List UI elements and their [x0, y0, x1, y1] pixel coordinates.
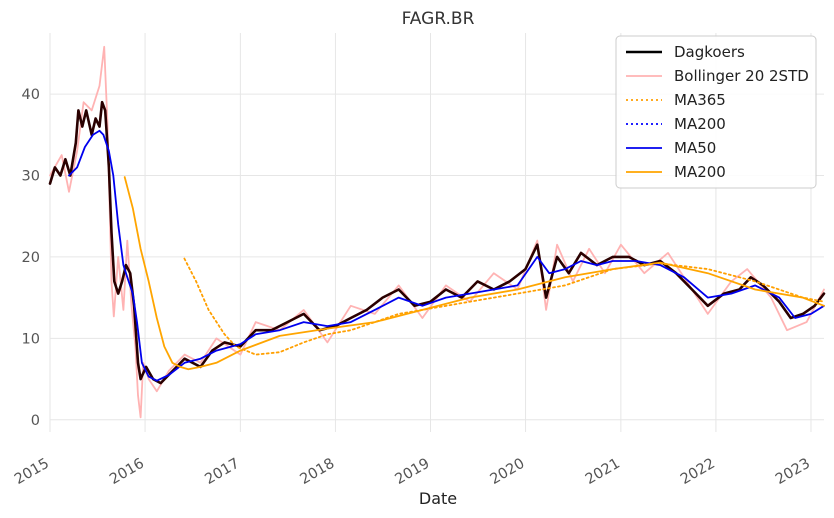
legend-label: MA50	[674, 139, 716, 157]
chart-title: FAGR.BR	[402, 9, 475, 29]
legend-label: MA365	[674, 91, 726, 109]
legend-label: MA200	[674, 115, 726, 133]
series-line-ma200-solid	[123, 176, 825, 371]
legend: Dagkoers Bollinger 20 2STD MA365 MA200 MA50 M…	[615, 35, 817, 189]
y-tick-label: 30	[22, 169, 40, 185]
legend-label: Bollinger 20 2STD	[674, 67, 809, 85]
y-tick-label: 0	[31, 413, 40, 429]
series-line-ma365-dotted	[183, 257, 825, 356]
y-tick-label: 40	[22, 87, 40, 103]
series-line-ma50-solid	[68, 129, 825, 382]
x-axis-label: Date	[419, 489, 457, 508]
legend-label: MA200	[674, 163, 726, 181]
series-line-dagkoers-solid	[48, 100, 826, 385]
grid	[49, 33, 824, 432]
y-tick-label: 20	[22, 250, 40, 266]
series-layer	[48, 45, 826, 419]
legend-box	[615, 35, 817, 189]
y-tick-label: 10	[22, 331, 40, 347]
legend-label: Dagkoers	[674, 43, 745, 61]
